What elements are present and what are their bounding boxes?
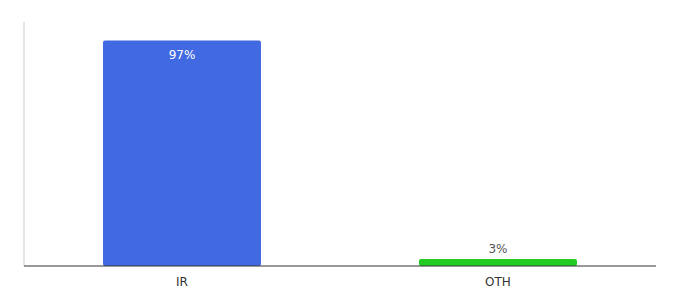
bar bbox=[419, 259, 577, 266]
data-label: 97% bbox=[169, 48, 196, 62]
bar bbox=[103, 41, 261, 266]
bars bbox=[103, 41, 577, 266]
chart-container: IR OTH 97% 3% bbox=[0, 0, 680, 300]
y-axis-line bbox=[24, 22, 25, 266]
x-axis-line bbox=[24, 266, 656, 267]
plot-area: IR OTH 97% 3% bbox=[24, 22, 656, 289]
data-label: 3% bbox=[488, 242, 507, 256]
x-tick-label: IR bbox=[176, 275, 188, 289]
chart-svg: IR OTH 97% 3% bbox=[0, 0, 680, 300]
x-tick-label: OTH bbox=[485, 275, 511, 289]
